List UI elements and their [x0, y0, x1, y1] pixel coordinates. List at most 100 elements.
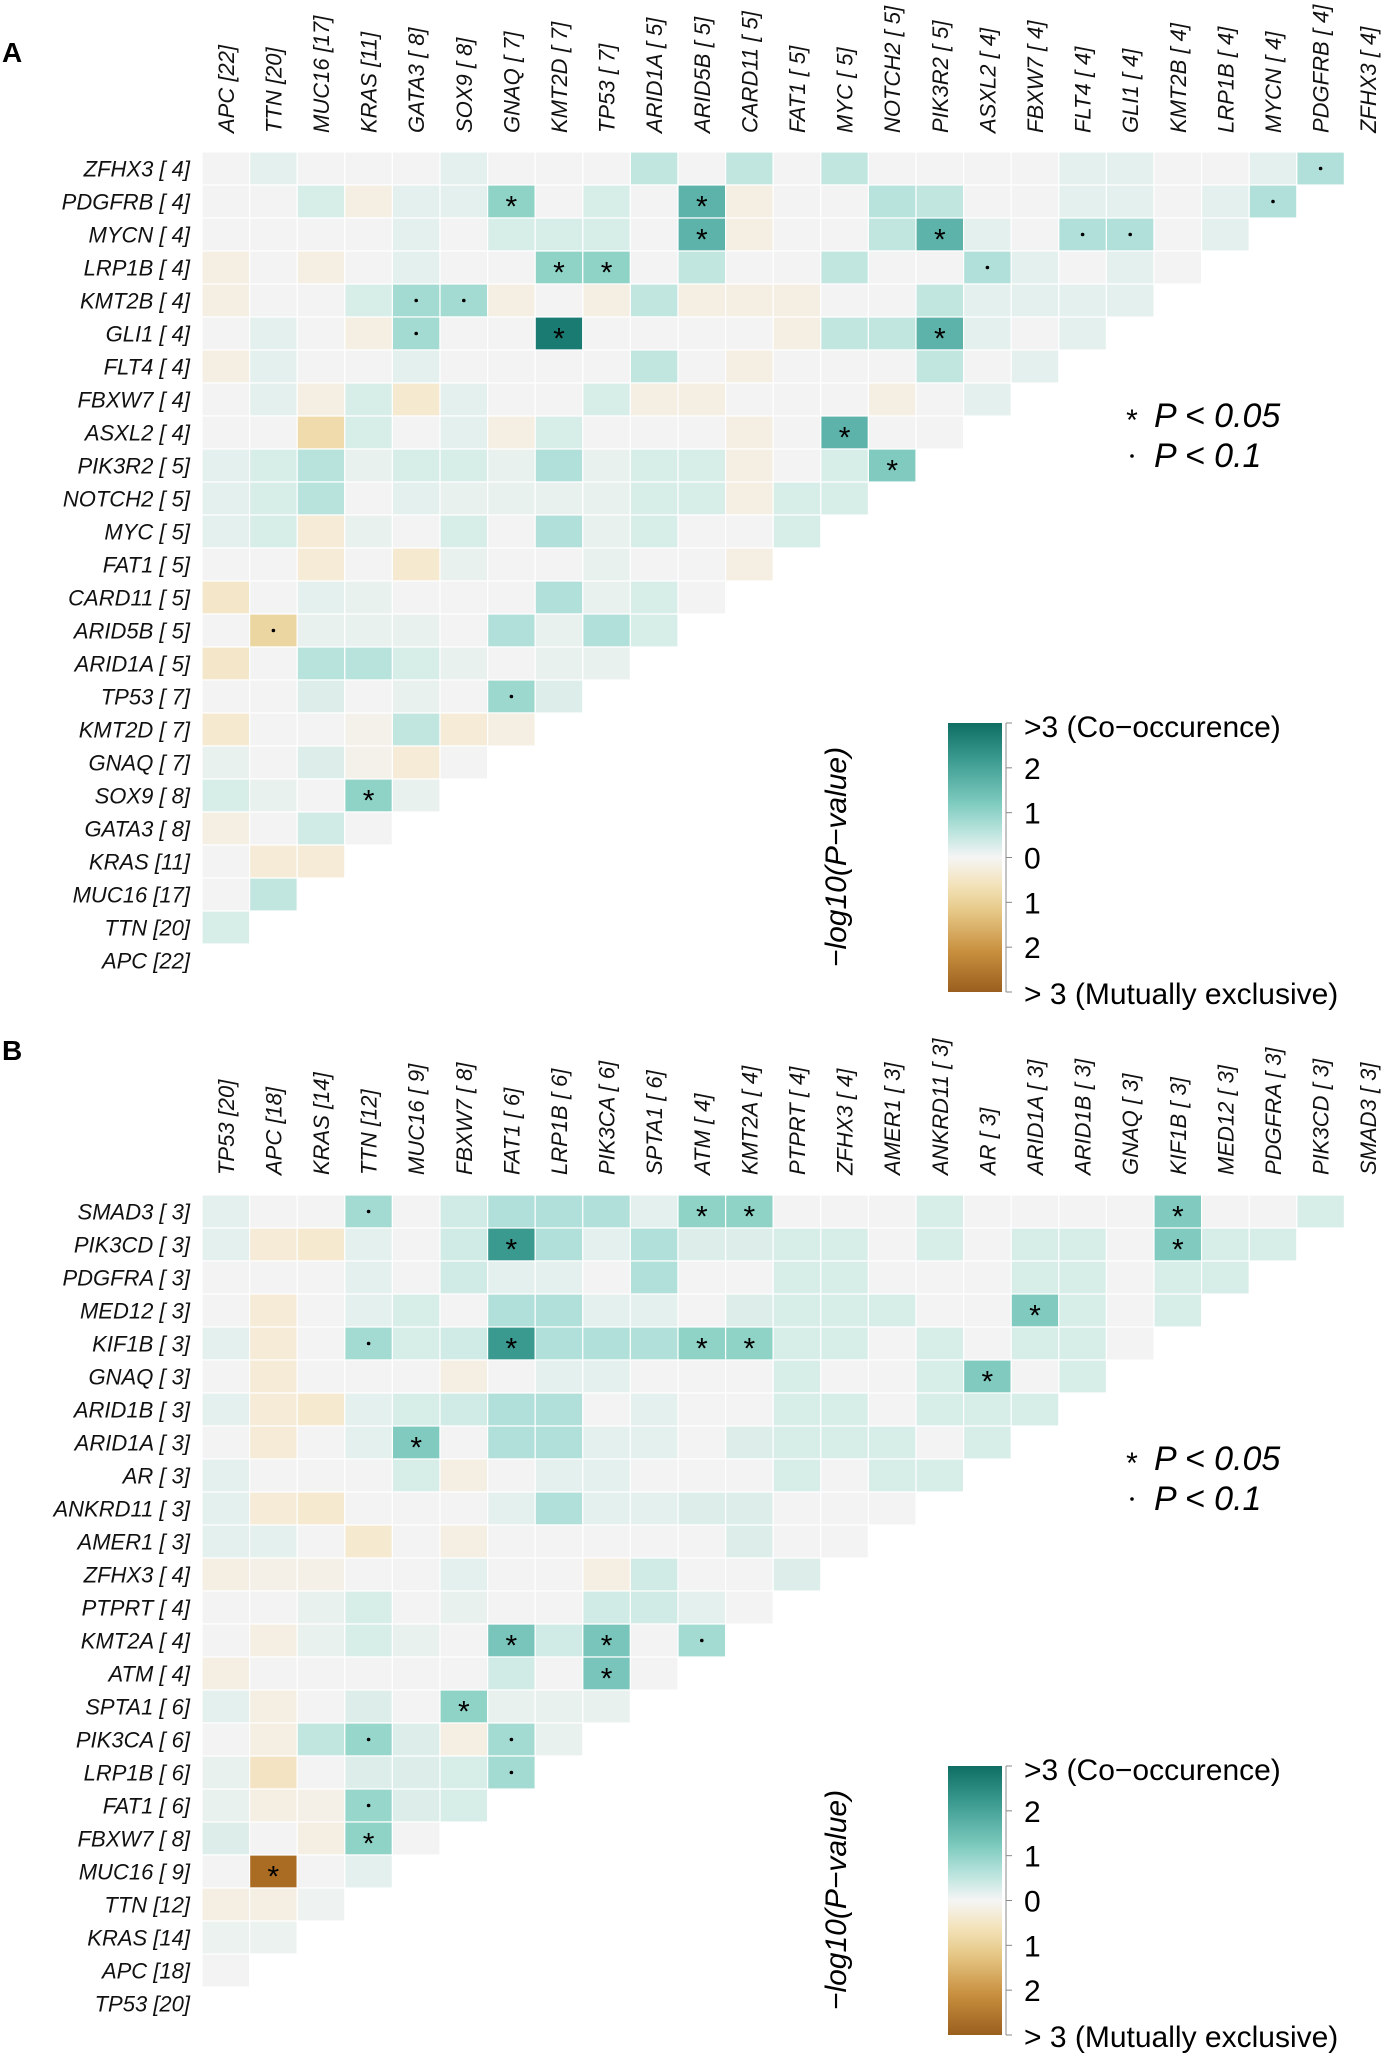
- heatmap-cell: [439, 316, 489, 351]
- column-label: LRP1B [ 6]: [547, 1068, 572, 1175]
- heatmap-cell: [249, 184, 298, 219]
- heatmap-cell: [1058, 1260, 1108, 1295]
- column-label: FAT1 [ 6]: [499, 1087, 524, 1175]
- heatmap-cell: [724, 316, 774, 351]
- heatmap-cell: [677, 382, 727, 417]
- heatmap-cell: [772, 1491, 822, 1526]
- row-label: TTN [12]: [104, 1893, 190, 1918]
- heatmap-cell: [487, 580, 536, 615]
- heatmap-cell: [296, 481, 346, 516]
- heatmap-cell: [820, 316, 869, 351]
- heatmap-cell: [296, 1887, 346, 1922]
- heatmap-cell: [439, 547, 489, 582]
- heatmap-cell: [1105, 1326, 1155, 1361]
- row-label: TP53 [20]: [95, 1992, 191, 2017]
- significance-star: *: [601, 1663, 613, 1696]
- heatmap-cell: [487, 1260, 536, 1295]
- heatmap-cell: [534, 1458, 584, 1493]
- heatmap-cell: [820, 1260, 869, 1295]
- heatmap-cell: [677, 1260, 727, 1295]
- heatmap-cell: [772, 217, 822, 252]
- heatmap-cell: [344, 316, 393, 351]
- heatmap-cell: [344, 1755, 393, 1790]
- heatmap-cell: [201, 1260, 251, 1295]
- heatmap-cell: [582, 382, 631, 417]
- heatmap-cell: [296, 1524, 346, 1559]
- heatmap-cell: [820, 1326, 869, 1361]
- heatmap-cell: [629, 1227, 679, 1262]
- heatmap-cell: [1105, 1293, 1155, 1328]
- column-label: TTN [20]: [261, 47, 286, 133]
- column-label: AMER1 [ 3]: [880, 1062, 905, 1177]
- heatmap-cell: [582, 481, 631, 516]
- heatmap-cell: [201, 1623, 251, 1658]
- heatmap-cell: [867, 217, 917, 252]
- heatmap-cell: [629, 316, 679, 351]
- column-label: KMT2B [ 4]: [1166, 22, 1191, 133]
- heatmap-cell: [201, 1359, 251, 1394]
- heatmap-cell: [344, 1392, 393, 1427]
- heatmap-cell: [1200, 151, 1250, 186]
- heatmap-cell: [534, 382, 584, 417]
- heatmap-cell: [534, 547, 584, 582]
- significance-dot: [509, 1770, 514, 1775]
- significance-star: *: [601, 1630, 613, 1663]
- significance-star: *: [410, 1432, 422, 1465]
- heatmap-cell: [534, 1392, 584, 1427]
- significance-legend: * P < 0.05P < 0.1: [1126, 1440, 1280, 1518]
- heatmap-cell: [582, 1359, 631, 1394]
- row-label: NOTCH2 [ 5]: [63, 487, 191, 512]
- heatmap-cell: [1153, 184, 1203, 219]
- heatmap-cell: [201, 547, 251, 582]
- heatmap-cell: [962, 217, 1012, 252]
- heatmap-cell: [772, 1425, 822, 1460]
- panel-b: B TP53 [20] APC [18] KRAS [14] TTN [12] MUC16…: [2, 1035, 1381, 2054]
- heatmap-cell: [249, 1227, 298, 1262]
- heatmap-cell: [249, 1458, 298, 1493]
- significance-dot: [366, 1341, 371, 1346]
- heatmap-cell: [344, 613, 393, 648]
- heatmap-cell: [629, 1326, 679, 1361]
- heatmap-cell: [820, 250, 869, 285]
- heatmap-cell: [1200, 1260, 1250, 1295]
- heatmap-cell: [962, 250, 1012, 285]
- heatmap-cell: [391, 217, 441, 252]
- colorbar-tick-label: 1: [1024, 887, 1041, 920]
- heatmap-cell: [1010, 1392, 1060, 1427]
- heatmap-cell: [249, 1359, 298, 1394]
- heatmap-cell: [724, 1359, 774, 1394]
- heatmap-cell: [344, 184, 393, 219]
- heatmap-cell: [772, 1359, 822, 1394]
- heatmap-cell: [201, 316, 251, 351]
- heatmap-cell: [439, 1458, 489, 1493]
- heatmap-cell: [439, 1359, 489, 1394]
- heatmap-cell: [249, 382, 298, 417]
- heatmap-cell: [249, 1524, 298, 1559]
- heatmap-cell: [487, 415, 536, 450]
- heatmap-cell: [296, 1821, 346, 1856]
- heatmap-cell: [820, 151, 869, 186]
- heatmap-cell: [391, 481, 441, 516]
- row-label: PIK3CA [ 6]: [76, 1728, 191, 1753]
- row-label: ARID1A [ 3]: [73, 1431, 191, 1456]
- colorbar-gradient: [948, 723, 1002, 992]
- row-label: KIF1B [ 3]: [92, 1332, 191, 1357]
- heatmap-cell: [915, 1194, 965, 1229]
- heatmap-cell: [201, 1854, 251, 1889]
- heatmap-cell: [1058, 1326, 1108, 1361]
- heatmap-cell: [201, 910, 251, 945]
- column-label: ARID1B [ 3]: [1071, 1058, 1096, 1177]
- heatmap-cell: [487, 1689, 536, 1724]
- heatmap-cell: [249, 778, 298, 813]
- column-label: ASXL2 [ 4]: [975, 27, 1000, 135]
- heatmap-cell: [915, 283, 965, 318]
- heatmap-cell: [296, 514, 346, 549]
- heatmap-cell: [439, 184, 489, 219]
- heatmap-cell: [344, 580, 393, 615]
- heatmap-cell: [724, 514, 774, 549]
- significance-dot: [366, 1803, 371, 1808]
- heatmap-cell: [201, 1194, 251, 1229]
- heatmap-cell: [724, 1326, 774, 1361]
- heatmap-cell: [344, 217, 393, 252]
- heatmap-cell: [629, 349, 679, 384]
